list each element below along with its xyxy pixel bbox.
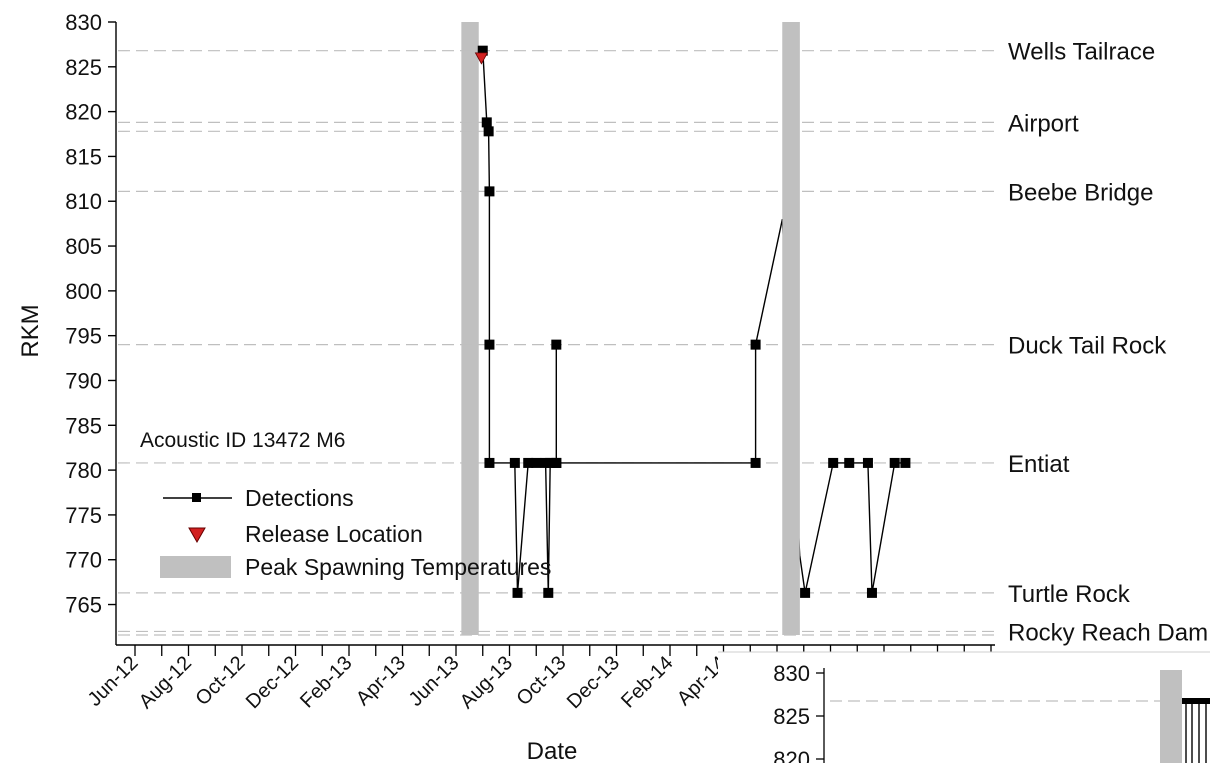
x-tick-label-4: Dec-12 <box>242 652 303 713</box>
legend: Detections Release Location Peak Spawnin… <box>160 485 551 580</box>
detection-point-26 <box>889 457 900 468</box>
inset-tick-label-825: 825 <box>773 704 810 729</box>
inset-background <box>718 652 1210 763</box>
x-tick-label-8: Aug-13 <box>456 652 517 713</box>
x-tick-label-1: Jun-12 <box>84 652 143 711</box>
y-axis-title: RKM <box>17 304 44 357</box>
y-tick-label-805: 805 <box>65 234 102 259</box>
detection-point-3 <box>483 126 494 137</box>
detection-point-17 <box>750 457 761 468</box>
spawning-band-2-overlay <box>782 22 800 635</box>
y-tick-label-830: 830 <box>65 10 102 35</box>
site-labels: Wells Tailrace Airport Beebe Bridge Duck Ta… <box>1008 39 1208 647</box>
y-tick-label-795: 795 <box>65 324 102 349</box>
legend-detections-marker <box>192 493 201 502</box>
detection-point-10 <box>531 457 542 468</box>
x-tick-label-3: Oct-12 <box>192 652 250 710</box>
inset-detections <box>1182 698 1210 763</box>
detection-point-24 <box>862 457 873 468</box>
legend-release-marker <box>188 527 206 544</box>
x-tick-label-7: Jun-13 <box>405 652 464 711</box>
detection-point-9 <box>523 457 534 468</box>
detection-point-7 <box>509 457 520 468</box>
detection-point-21 <box>800 587 811 598</box>
y-tick-label-775: 775 <box>65 503 102 528</box>
detection-point-25 <box>866 587 877 598</box>
y-tick-label-810: 810 <box>65 189 102 214</box>
inset-tick-label-820: 820 <box>773 747 810 763</box>
detection-point-8 <box>512 587 523 598</box>
legend-spawning-swatch <box>160 556 231 578</box>
x-axis-title: Date <box>527 738 578 763</box>
site-label-5: Entiat <box>1008 451 1070 478</box>
legend-detections-label: Detections <box>245 485 354 511</box>
site-label-1: Wells Tailrace <box>1008 39 1155 66</box>
detection-point-2 <box>481 117 492 128</box>
detection-point-13 <box>545 457 556 468</box>
legend-release-label: Release Location <box>245 521 423 547</box>
y-tick-label-825: 825 <box>65 55 102 80</box>
detection-point-27 <box>900 457 911 468</box>
y-tick-label-770: 770 <box>65 548 102 573</box>
release-marker <box>474 52 489 65</box>
spawning-band-1 <box>461 22 479 635</box>
y-tick-label-765: 765 <box>65 593 102 618</box>
acoustic-id-annotation: Acoustic ID 13472 M6 <box>140 429 345 452</box>
x-tick-label-5: Feb-13 <box>296 652 356 712</box>
detection-point-4 <box>484 186 495 197</box>
y-tick-label-820: 820 <box>65 100 102 125</box>
y-tick-label-815: 815 <box>65 144 102 169</box>
inset-tick-label-830: 830 <box>773 661 810 686</box>
detection-point-22 <box>828 457 839 468</box>
site-label-6: Turtle Rock <box>1008 581 1131 608</box>
detection-point-18 <box>750 339 761 350</box>
detections-line <box>482 50 906 594</box>
x-tick-label-2: Aug-12 <box>135 652 196 713</box>
detection-point-15 <box>551 339 562 350</box>
detections-series <box>474 22 911 635</box>
y-tick-label-800: 800 <box>65 279 102 304</box>
inset-panel: 830 825 820 <box>718 651 1210 763</box>
site-label-3: Beebe Bridge <box>1008 179 1153 206</box>
axes: 765 770 775 780 785 790 795 800 805 810 815 820 825 8… <box>65 10 995 713</box>
inset-spawning-band <box>1160 670 1182 763</box>
site-label-2: Airport <box>1008 110 1079 137</box>
x-tick-label-11: Feb-14 <box>617 652 677 712</box>
spawning-bands <box>461 22 800 635</box>
x-tick-label-9: Oct-13 <box>513 652 571 710</box>
site-label-7: Rocky Reach Dam <box>1008 619 1208 646</box>
y-tick-label-790: 790 <box>65 368 102 393</box>
y-tick-label-780: 780 <box>65 458 102 483</box>
detection-point-23 <box>844 457 855 468</box>
x-tick-label-6: Apr-13 <box>352 652 410 710</box>
site-label-4: Duck Tail Rock <box>1008 333 1167 360</box>
detection-point-16 <box>551 457 562 468</box>
detection-point-5 <box>484 339 495 350</box>
detection-point-1 <box>477 45 488 56</box>
legend-spawning-label: Peak Spawning Temperatures <box>245 554 551 580</box>
x-tick-label-10: Dec-13 <box>563 652 624 713</box>
y-tick-label-785: 785 <box>65 413 102 438</box>
detection-point-12 <box>543 587 554 598</box>
detection-point-6 <box>484 457 495 468</box>
